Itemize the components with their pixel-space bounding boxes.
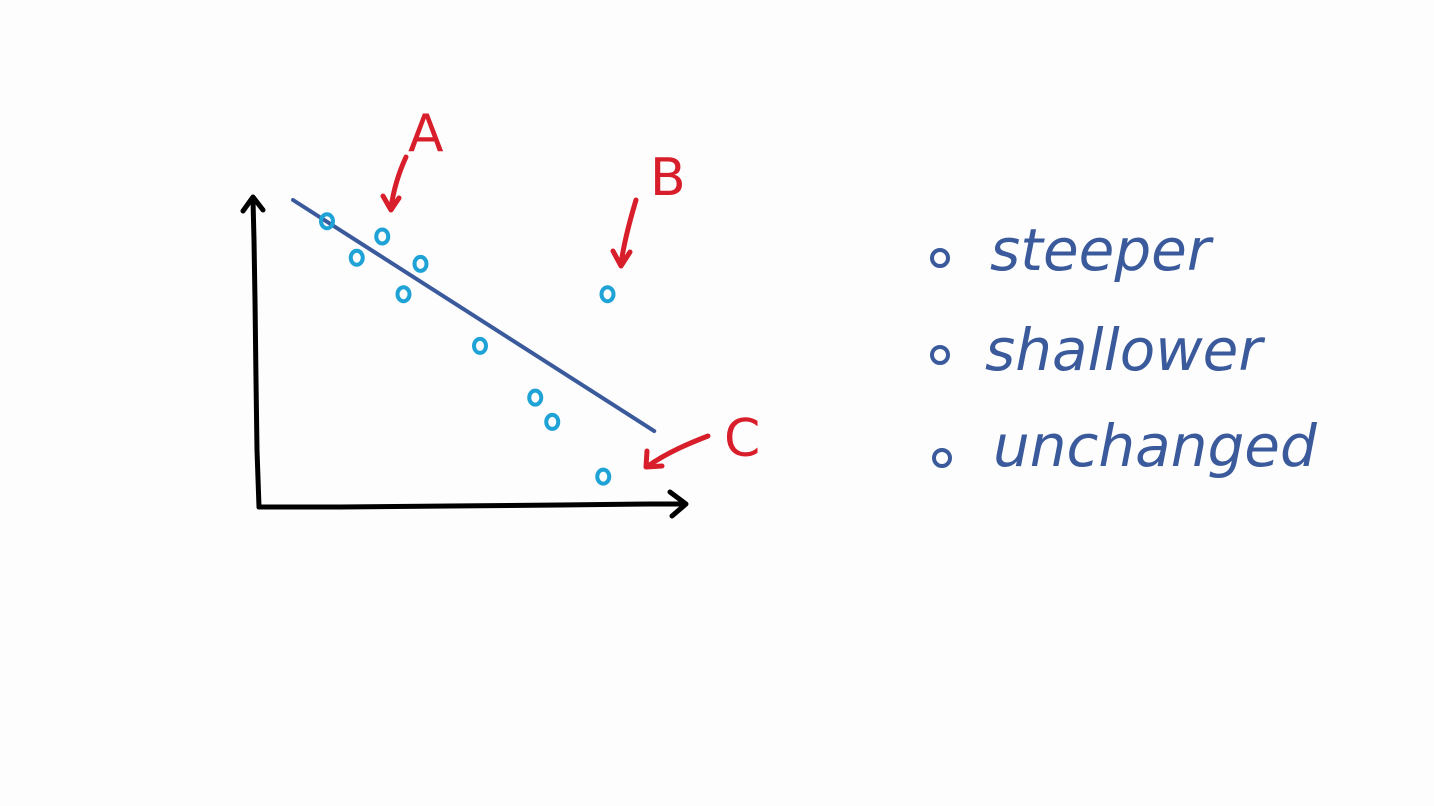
fit-line-layer	[291, 198, 657, 434]
option-bullet-icon	[930, 248, 950, 268]
option-label: shallower	[985, 316, 1265, 384]
option-steeper[interactable]: steeper	[930, 216, 1214, 284]
option-bullet-icon	[932, 448, 952, 468]
annotations: A B C	[380, 104, 760, 470]
data-point-b	[599, 285, 616, 304]
arrow-b-head	[610, 248, 633, 269]
data-point-5	[395, 285, 412, 304]
label-c: C	[724, 409, 760, 469]
data-point-a	[374, 227, 391, 246]
data-point-c	[595, 467, 612, 486]
option-bullet-icon	[930, 345, 950, 365]
arrow-a	[388, 154, 409, 211]
axes	[240, 194, 689, 519]
arrow-c	[645, 433, 711, 469]
arrow-b	[618, 197, 639, 267]
fit-line	[291, 198, 657, 434]
data-point-7	[527, 388, 544, 407]
x-axis-arrowhead	[667, 489, 689, 519]
answer-options: steeper shallower unchanged	[930, 216, 1318, 480]
label-a: A	[408, 104, 444, 164]
x-axis	[256, 501, 687, 510]
data-point-2	[348, 248, 365, 267]
data-point-8	[544, 412, 561, 431]
data-points	[319, 212, 616, 486]
option-label: steeper	[990, 216, 1214, 284]
y-axis	[250, 197, 262, 510]
data-point-6	[472, 336, 488, 355]
data-point-1	[319, 212, 335, 231]
option-shallower[interactable]: shallower	[930, 316, 1265, 384]
label-b: B	[650, 148, 686, 208]
option-unchanged[interactable]: unchanged	[932, 412, 1318, 480]
option-label: unchanged	[993, 412, 1318, 480]
data-point-4	[412, 254, 429, 273]
arrow-a-head	[380, 193, 402, 213]
y-axis-arrowhead	[240, 194, 266, 214]
arrow-c-head	[643, 448, 665, 470]
